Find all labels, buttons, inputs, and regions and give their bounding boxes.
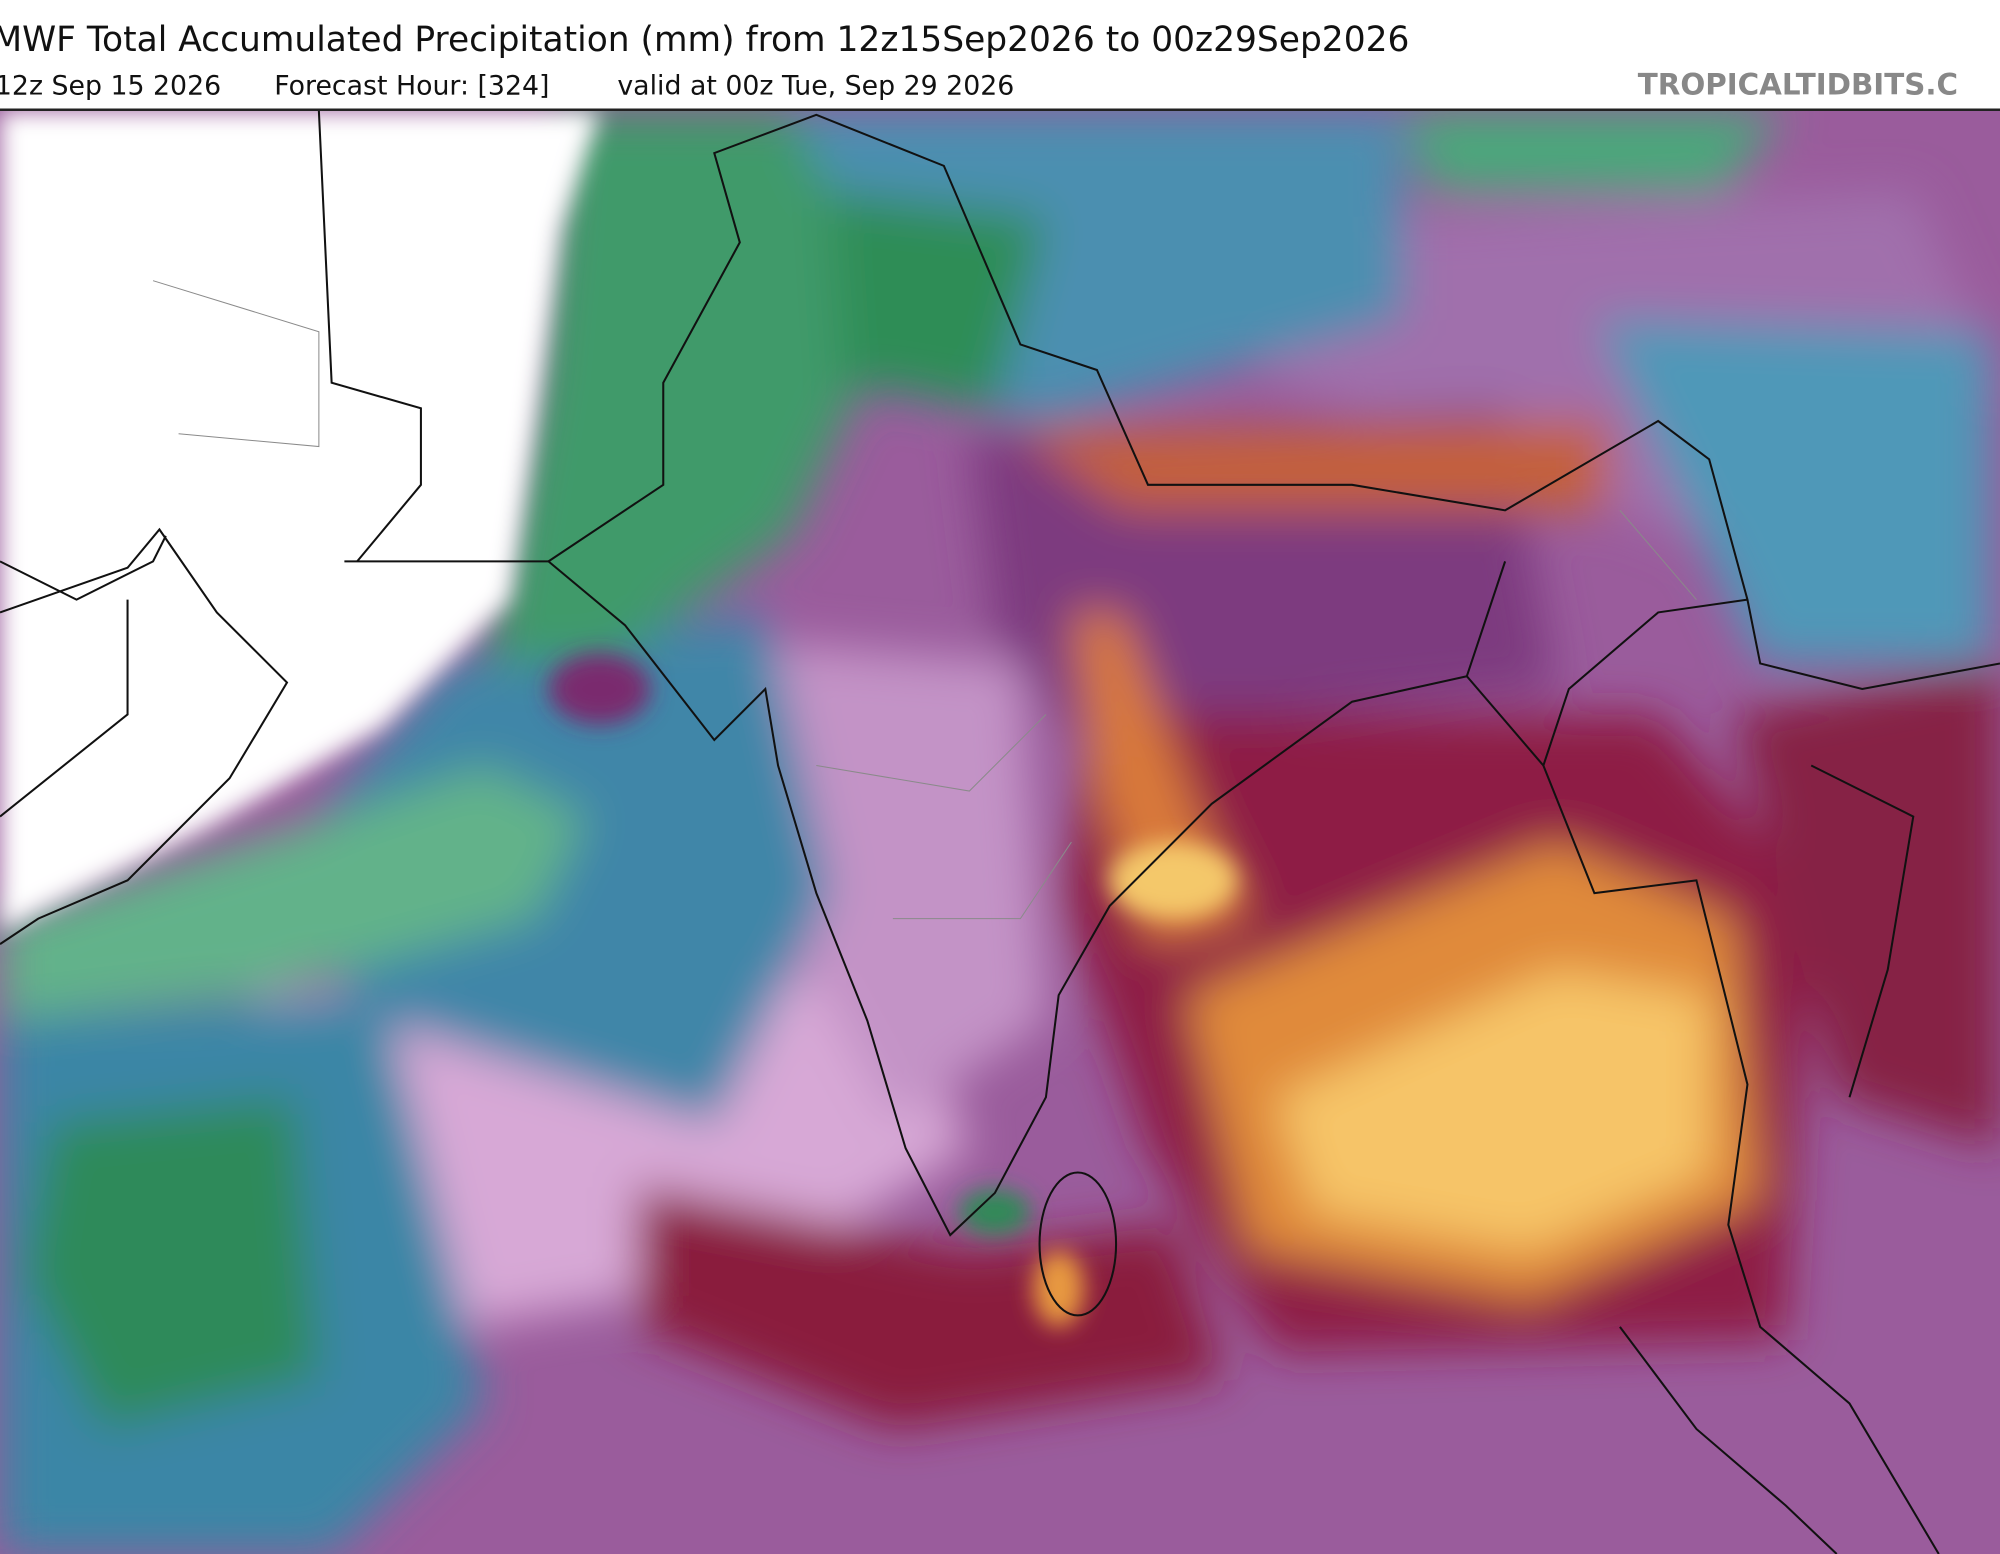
header-background [0, 0, 2000, 111]
valid-time: valid at 00z Tue, Sep 29 2026 [617, 70, 1014, 101]
run-time: 12z Sep 15 2026 [0, 70, 221, 101]
precipitation-map [0, 111, 2000, 1554]
map-title: MWF Total Accumulated Precipitation (mm)… [0, 20, 1409, 60]
forecast-hour: Forecast Hour: [324] [274, 70, 549, 101]
watermark: TROPICALTIDBITS.C [1638, 67, 1958, 101]
